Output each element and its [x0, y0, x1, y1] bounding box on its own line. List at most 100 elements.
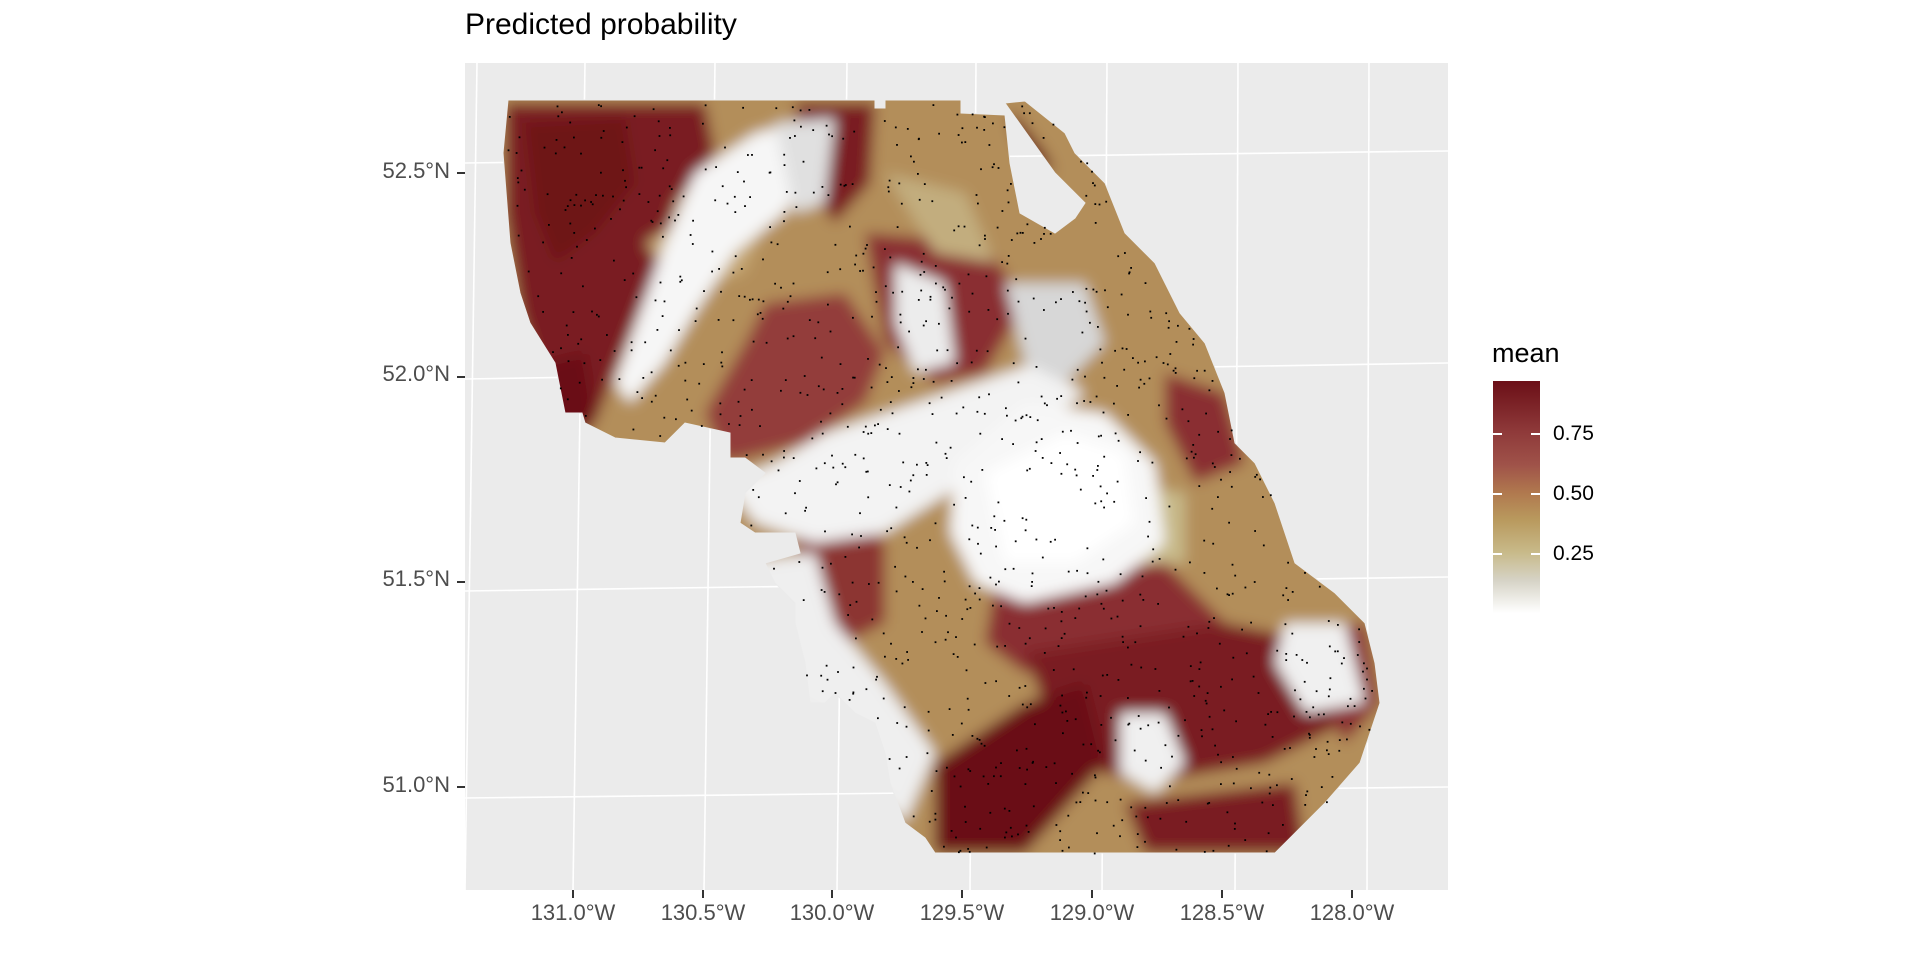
observation-point — [1212, 542, 1215, 545]
observation-point — [923, 183, 926, 185]
observation-point — [703, 290, 705, 292]
observation-point — [870, 432, 873, 434]
observation-point — [1271, 736, 1274, 738]
observation-point — [1024, 337, 1027, 340]
observation-point — [783, 456, 785, 459]
observation-point — [843, 184, 846, 187]
observation-point — [802, 599, 805, 601]
observation-point — [1349, 722, 1352, 725]
observation-point — [974, 592, 976, 595]
observation-point — [1284, 623, 1287, 626]
observation-point — [825, 124, 828, 127]
observation-point — [849, 604, 852, 606]
observation-point — [1034, 450, 1037, 452]
observation-point — [889, 256, 892, 259]
observation-point — [1148, 520, 1151, 523]
observation-point — [624, 179, 626, 182]
legend-label: 0.25 — [1553, 542, 1594, 565]
observation-point — [1313, 756, 1316, 758]
observation-point — [943, 845, 945, 848]
observation-point — [922, 252, 925, 255]
observation-point — [1353, 705, 1356, 707]
observation-point — [647, 201, 650, 203]
observation-point — [1076, 442, 1079, 444]
observation-point — [836, 481, 839, 484]
observation-point — [799, 391, 802, 394]
observation-point — [829, 330, 832, 333]
observation-point — [995, 766, 997, 769]
observation-point — [976, 126, 978, 129]
observation-point — [970, 361, 973, 364]
observation-point — [1100, 434, 1102, 437]
observation-point — [719, 413, 722, 416]
observation-point — [600, 136, 603, 139]
observation-point — [516, 204, 519, 207]
observation-point — [762, 258, 764, 261]
observation-point — [1032, 805, 1035, 808]
observation-point — [968, 585, 971, 588]
observation-point — [1130, 806, 1133, 809]
observation-point — [1144, 360, 1146, 363]
observation-point — [968, 538, 971, 541]
observation-point — [1060, 637, 1063, 639]
observation-point — [912, 474, 915, 477]
observation-point — [946, 349, 949, 352]
observation-point — [1019, 231, 1022, 234]
observation-point — [1049, 232, 1052, 235]
observation-point — [966, 608, 969, 611]
observation-point — [984, 682, 987, 684]
observation-point — [812, 129, 815, 131]
observation-point — [938, 132, 940, 135]
observation-point — [932, 104, 935, 106]
observation-point — [1035, 366, 1038, 368]
observation-point — [561, 111, 563, 114]
observation-point — [583, 362, 586, 365]
observation-point — [1116, 615, 1119, 618]
observation-point — [944, 288, 946, 291]
observation-point — [1059, 704, 1062, 707]
observation-point — [651, 221, 654, 223]
observation-point — [1192, 343, 1194, 346]
observation-point — [1212, 849, 1215, 852]
x-tick-mark — [702, 890, 704, 898]
observation-point — [808, 109, 811, 111]
observation-point — [747, 154, 749, 156]
observation-point — [1034, 723, 1036, 726]
observation-point — [1327, 620, 1330, 622]
map-panel — [465, 63, 1448, 890]
observation-point — [866, 244, 868, 246]
observation-point — [1106, 492, 1108, 495]
observation-point — [1205, 702, 1208, 705]
observation-point — [870, 386, 873, 389]
observation-point — [1076, 569, 1078, 572]
observation-point — [739, 415, 742, 417]
observation-point — [1164, 744, 1167, 747]
observation-point — [785, 191, 788, 193]
observation-point — [1004, 645, 1006, 647]
observation-point — [595, 194, 597, 196]
observation-point — [1105, 200, 1108, 203]
observation-point — [656, 210, 659, 213]
observation-point — [1213, 466, 1216, 468]
observation-point — [795, 206, 798, 208]
observation-point — [1105, 589, 1108, 592]
observation-point — [1047, 607, 1050, 610]
observation-point — [1009, 826, 1012, 829]
observation-point — [877, 423, 879, 425]
observation-point — [943, 570, 945, 573]
observation-point — [659, 281, 662, 284]
observation-point — [1025, 518, 1028, 521]
observation-point — [1287, 599, 1289, 601]
observation-point — [1177, 799, 1180, 801]
observation-point — [613, 350, 616, 352]
observation-point — [1227, 844, 1230, 847]
observation-point — [908, 330, 910, 333]
observation-point — [886, 428, 889, 430]
observation-point — [677, 364, 680, 367]
observation-point — [920, 289, 923, 292]
observation-point — [1043, 309, 1045, 311]
observation-point — [1323, 713, 1325, 716]
observation-point — [1206, 802, 1209, 805]
observation-point — [1362, 670, 1364, 673]
observation-point — [931, 200, 934, 203]
